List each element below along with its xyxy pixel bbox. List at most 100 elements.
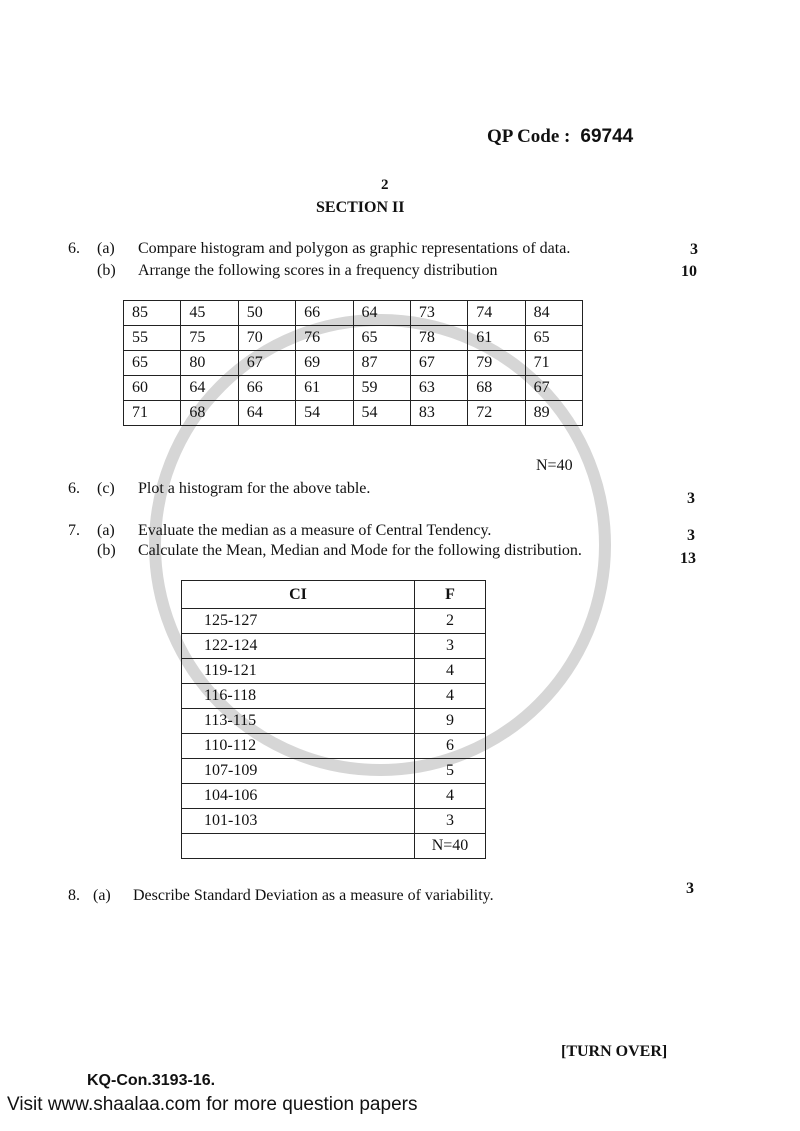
question-part: (b) <box>97 262 116 279</box>
score-cell: 50 <box>237 300 297 326</box>
question-marks: 3 <box>687 527 695 544</box>
table-row: 113-115 9 <box>181 708 486 734</box>
score-cell: 45 <box>180 300 239 326</box>
frequency: 4 <box>414 683 486 709</box>
visit-link[interactable]: Visit www.shaalaa.com for more question … <box>7 1094 418 1115</box>
empty-cell <box>181 833 415 859</box>
frequency: 3 <box>414 633 486 659</box>
score-cell: 54 <box>352 400 411 426</box>
question-part: (a) <box>97 522 115 539</box>
score-cell: 65 <box>524 325 584 351</box>
question-text: Evaluate the median as a measure of Cent… <box>138 522 492 539</box>
question-part: (c) <box>97 480 115 497</box>
score-cell: 84 <box>524 300 584 326</box>
score-cell: 63 <box>409 375 469 401</box>
table-row: 122-124 3 <box>181 633 486 659</box>
score-cell: 61 <box>295 375 354 401</box>
score-cell: 75 <box>180 325 239 351</box>
class-interval: 101-103 <box>181 808 415 834</box>
question-part: (a) <box>97 240 115 257</box>
score-cell: 73 <box>409 300 469 326</box>
class-interval: 110-112 <box>181 733 415 759</box>
score-cell: 74 <box>467 300 526 326</box>
score-cell: 70 <box>237 325 297 351</box>
distribution-table: CI F 125-127 2 122-124 3 119-121 4 116-118 4 113… <box>181 580 486 859</box>
question-number: 7. <box>68 522 80 539</box>
score-cell: 76 <box>295 325 354 351</box>
frequency: 9 <box>414 708 486 734</box>
score-cell: 65 <box>352 325 411 351</box>
score-cell: 67 <box>237 350 297 376</box>
score-cell: 69 <box>295 350 354 376</box>
table-row: 101-103 3 <box>181 808 486 834</box>
score-cell: 67 <box>409 350 469 376</box>
class-interval: 116-118 <box>181 683 415 709</box>
score-cell: 80 <box>180 350 239 376</box>
header-ci: CI <box>181 580 415 609</box>
score-cell: 72 <box>467 400 526 426</box>
score-cell: 68 <box>467 375 526 401</box>
table-row: 119-121 4 <box>181 658 486 684</box>
question-marks: 3 <box>686 880 694 897</box>
scores-total: N=40 <box>536 457 573 474</box>
table-row: 107-109 5 <box>181 758 486 784</box>
class-interval: 113-115 <box>181 708 415 734</box>
score-cell: 59 <box>352 375 411 401</box>
score-cell: 65 <box>122 350 182 376</box>
scores-table: 85 45 50 66 64 73 74 84 55 75 70 76 65 78 61 65 65 80 67 69… <box>122 300 584 426</box>
question-text: Arrange the following scores in a freque… <box>138 262 498 279</box>
question-number: 6. <box>68 480 80 497</box>
score-cell: 54 <box>295 400 354 426</box>
table-row: 110-112 6 <box>181 733 486 759</box>
frequency: 6 <box>414 733 486 759</box>
score-cell: 83 <box>409 400 469 426</box>
score-cell: 78 <box>409 325 469 351</box>
score-cell: 87 <box>352 350 411 376</box>
question-marks: 3 <box>687 490 695 507</box>
frequency: 4 <box>414 658 486 684</box>
score-cell: 66 <box>295 300 354 326</box>
question-number: 6. <box>68 240 80 257</box>
table-row: 116-118 4 <box>181 683 486 709</box>
score-cell: 68 <box>180 400 239 426</box>
score-cell: 67 <box>524 375 584 401</box>
score-cell: 71 <box>524 350 584 376</box>
score-cell: 64 <box>237 400 297 426</box>
question-text: Compare histogram and polygon as graphic… <box>138 240 571 257</box>
qp-code: QP Code : 69744 <box>487 126 633 148</box>
qp-code-value: 69744 <box>580 126 634 147</box>
question-number: 8. <box>68 887 80 904</box>
table-row: 85 45 50 66 64 73 74 84 <box>122 300 584 326</box>
score-cell: 64 <box>180 375 239 401</box>
turn-over: [TURN OVER] <box>561 1043 668 1060</box>
class-interval: 122-124 <box>181 633 415 659</box>
score-cell: 89 <box>524 400 584 426</box>
table-row: 104-106 4 <box>181 783 486 809</box>
score-cell: 64 <box>352 300 411 326</box>
table-row: 55 75 70 76 65 78 61 65 <box>122 325 584 351</box>
table-row: 65 80 67 69 87 67 79 71 <box>122 350 584 376</box>
frequency-total: N=40 <box>414 833 486 859</box>
score-cell: 55 <box>122 325 182 351</box>
question-part: (a) <box>93 887 111 904</box>
score-cell: 61 <box>467 325 526 351</box>
table-row: 71 68 64 54 54 83 72 89 <box>122 400 584 426</box>
question-marks: 3 <box>690 241 698 258</box>
question-part: (b) <box>97 542 116 559</box>
table-row: 60 64 66 61 59 63 68 67 <box>122 375 584 401</box>
table-row: 125-127 2 <box>181 608 486 634</box>
paper-code: KQ-Con.3193-16. <box>87 1072 216 1089</box>
section-title: SECTION II <box>316 199 405 216</box>
question-marks: 10 <box>681 263 697 280</box>
page-number: 2 <box>381 177 389 193</box>
class-interval: 104-106 <box>181 783 415 809</box>
header-f: F <box>414 580 486 609</box>
score-cell: 85 <box>122 300 182 326</box>
table-row-total: N=40 <box>181 833 486 859</box>
score-cell: 71 <box>122 400 182 426</box>
class-interval: 107-109 <box>181 758 415 784</box>
question-text: Describe Standard Deviation as a measure… <box>133 887 494 904</box>
frequency: 2 <box>414 608 486 634</box>
frequency: 4 <box>414 783 486 809</box>
class-interval: 125-127 <box>181 608 415 634</box>
